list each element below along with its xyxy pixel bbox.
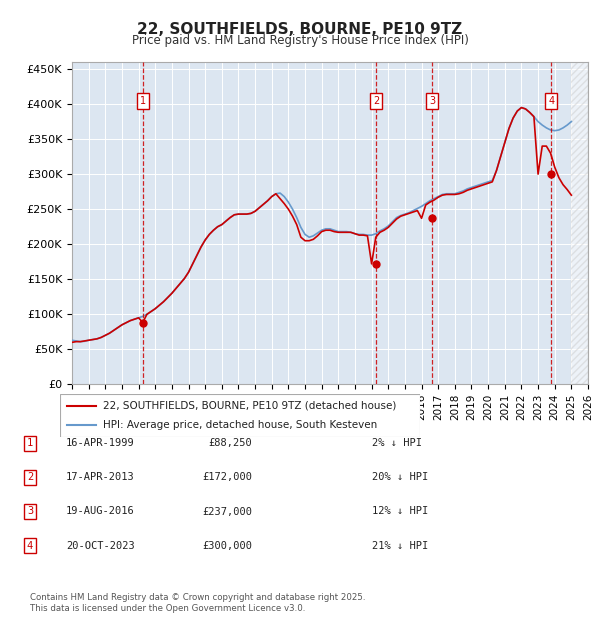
Text: 1: 1 [27, 438, 33, 448]
Text: 19-AUG-2016: 19-AUG-2016 [66, 507, 135, 516]
Text: 20-OCT-2023: 20-OCT-2023 [66, 541, 135, 551]
Text: Contains HM Land Registry data © Crown copyright and database right 2025.
This d: Contains HM Land Registry data © Crown c… [30, 593, 365, 613]
FancyBboxPatch shape [60, 394, 420, 437]
Text: 22, SOUTHFIELDS, BOURNE, PE10 9TZ: 22, SOUTHFIELDS, BOURNE, PE10 9TZ [137, 22, 463, 37]
Text: 4: 4 [548, 95, 554, 105]
Text: £172,000: £172,000 [202, 472, 252, 482]
Text: £237,000: £237,000 [202, 507, 252, 516]
Text: 17-APR-2013: 17-APR-2013 [66, 472, 135, 482]
Text: 1: 1 [140, 95, 146, 105]
Text: Price paid vs. HM Land Registry's House Price Index (HPI): Price paid vs. HM Land Registry's House … [131, 34, 469, 47]
Text: £88,250: £88,250 [208, 438, 252, 448]
Text: 4: 4 [27, 541, 33, 551]
Text: 3: 3 [27, 507, 33, 516]
Text: HPI: Average price, detached house, South Kesteven: HPI: Average price, detached house, Sout… [103, 420, 377, 430]
Text: 3: 3 [429, 95, 435, 105]
Text: 2: 2 [27, 472, 33, 482]
Text: 22, SOUTHFIELDS, BOURNE, PE10 9TZ (detached house): 22, SOUTHFIELDS, BOURNE, PE10 9TZ (detac… [103, 401, 397, 411]
Text: 12% ↓ HPI: 12% ↓ HPI [372, 507, 428, 516]
Text: £300,000: £300,000 [202, 541, 252, 551]
Text: 20% ↓ HPI: 20% ↓ HPI [372, 472, 428, 482]
Text: 2: 2 [373, 95, 380, 105]
Text: 2% ↓ HPI: 2% ↓ HPI [372, 438, 422, 448]
Text: 21% ↓ HPI: 21% ↓ HPI [372, 541, 428, 551]
Text: 16-APR-1999: 16-APR-1999 [66, 438, 135, 448]
